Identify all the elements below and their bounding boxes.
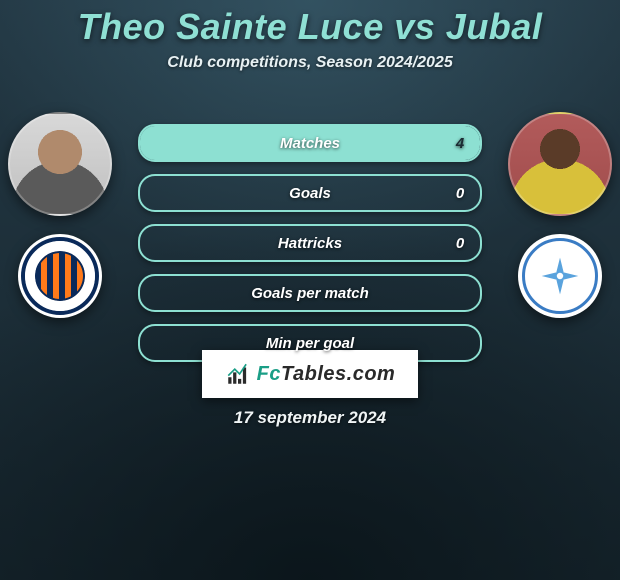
stat-label: Hattricks (140, 226, 480, 260)
player1-photo (8, 112, 112, 216)
mhsc-badge-icon (21, 237, 99, 315)
subtitle: Club competitions, Season 2024/2025 (0, 54, 620, 72)
left-column (8, 112, 112, 318)
vs-text: vs (394, 6, 435, 47)
stat-bar: 0Goals (138, 174, 482, 212)
stat-bar: Min per goal (138, 324, 482, 362)
brand-prefix: Fc (257, 363, 281, 385)
stat-label: Goals (140, 176, 480, 210)
right-column (508, 112, 612, 318)
stat-bars: 4Matches 0Goals 0Hattricks Goals per match M… (138, 124, 482, 362)
player1-club-badge (18, 234, 102, 318)
player2-photo (508, 112, 612, 216)
stat-label: Matches (140, 126, 480, 160)
stat-bar: Goals per match (138, 274, 482, 312)
player1-name: Theo Sainte Luce (78, 6, 384, 47)
stat-label: Goals per match (140, 276, 480, 310)
chart-icon (225, 361, 251, 387)
aja-badge-icon (522, 238, 598, 314)
snapshot-date: 17 september 2024 (0, 408, 620, 428)
stat-bar: 0Hattricks (138, 224, 482, 262)
player2-club-badge (518, 234, 602, 318)
page-title: Theo Sainte Luce vs Jubal (0, 0, 620, 48)
brand-text: FcTables.com (257, 363, 396, 386)
player2-name: Jubal (446, 6, 543, 47)
stat-bar: 4Matches (138, 124, 482, 162)
stat-label: Min per goal (140, 326, 480, 360)
brand-rest: Tables.com (281, 363, 395, 385)
